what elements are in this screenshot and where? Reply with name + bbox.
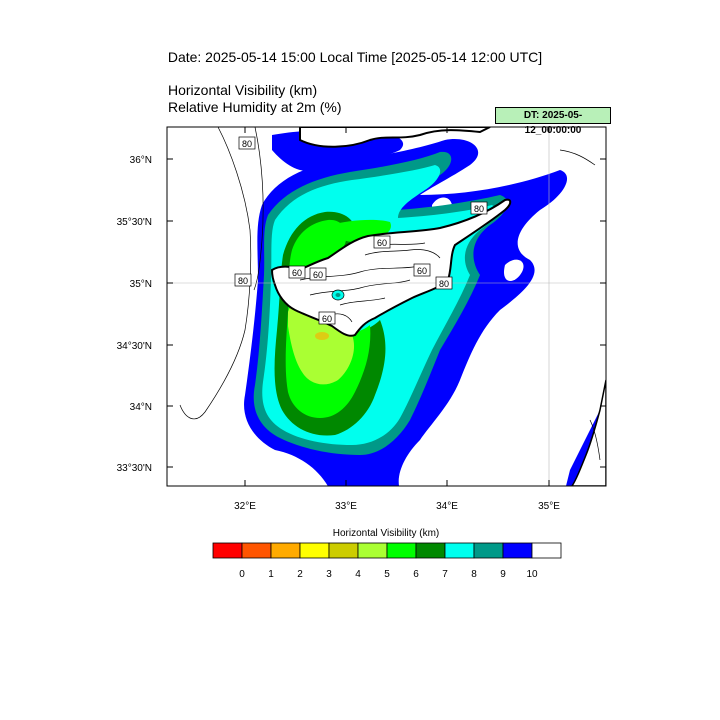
y-label-34-30n: 34°30'N	[117, 341, 152, 352]
svg-text:80: 80	[242, 139, 252, 149]
colorbar-tick-label: 10	[526, 569, 538, 580]
colorbar-tick-label: 8	[471, 569, 477, 580]
variable-title-humidity: Relative Humidity at 2m (%)	[168, 99, 342, 115]
contour-label: 60	[309, 267, 327, 281]
svg-text:60: 60	[417, 266, 427, 276]
date-title: Date: 2025-05-14 15:00 Local Time [2025-…	[167, 49, 543, 65]
colorbar-swatch	[415, 542, 446, 559]
svg-text:60: 60	[292, 268, 302, 278]
contour-label: 80	[238, 136, 256, 150]
colorbar-swatch	[357, 542, 388, 559]
colorbar-tick-label: 6	[413, 569, 419, 580]
y-label-34n: 34°N	[130, 402, 152, 413]
colorbar-swatch	[299, 542, 330, 559]
colorbar-swatch	[444, 542, 475, 559]
plot-frame	[166, 126, 607, 487]
colorbar-swatch	[328, 542, 359, 559]
contour-label: 80	[234, 273, 252, 287]
variable-title-visibility: Horizontal Visibility (km)	[168, 82, 318, 98]
colorbar-tick-label: 4	[355, 569, 361, 580]
y-label-36n: 36°N	[130, 155, 152, 166]
colorbar-swatch	[473, 542, 504, 559]
colorbar-swatch	[270, 542, 301, 559]
y-label-35n: 35°N	[130, 279, 152, 290]
contour-label: 60	[413, 263, 431, 277]
y-label-33-30n: 33°30'N	[117, 463, 152, 474]
svg-text:80: 80	[474, 204, 484, 214]
contour-label: 60	[318, 311, 336, 325]
x-label-32e: 32°E	[234, 501, 256, 512]
x-label-35e: 35°E	[538, 501, 560, 512]
contour-label: 60	[373, 235, 391, 249]
colorbar-swatch	[241, 542, 272, 559]
svg-text:60: 60	[377, 238, 387, 248]
colorbar-tick-label: 1	[268, 569, 274, 580]
contour-label: 80	[470, 201, 488, 215]
colorbar-tick-label: 3	[326, 569, 332, 580]
colorbar-tick-label: 9	[500, 569, 506, 580]
x-label-34e: 34°E	[436, 501, 458, 512]
colorbar-tick-label: 0	[239, 569, 245, 580]
colorbar-tick-label: 5	[384, 569, 390, 580]
colorbar-swatch	[212, 542, 243, 559]
colorbar-tick-label: 7	[442, 569, 448, 580]
colorbar-swatch	[502, 542, 533, 559]
dt-badge: DT: 2025-05-12_00:00:00	[495, 107, 611, 136]
svg-text:80: 80	[238, 276, 248, 286]
svg-text:60: 60	[313, 270, 323, 280]
colorbar-tick-label: 2	[297, 569, 303, 580]
x-label-33e: 33°E	[335, 501, 357, 512]
colorbar-swatch	[531, 542, 562, 559]
colorbar	[212, 542, 562, 559]
colorbar-title: Horizontal Visibility (km)	[332, 528, 440, 539]
svg-text:60: 60	[322, 314, 332, 324]
svg-text:80: 80	[439, 279, 449, 289]
y-label-35-30n: 35°30'N	[117, 217, 152, 228]
contour-label: 60	[288, 265, 306, 279]
map-plot	[179, 127, 606, 486]
contour-label: 80	[435, 276, 453, 290]
colorbar-swatch	[386, 542, 417, 559]
